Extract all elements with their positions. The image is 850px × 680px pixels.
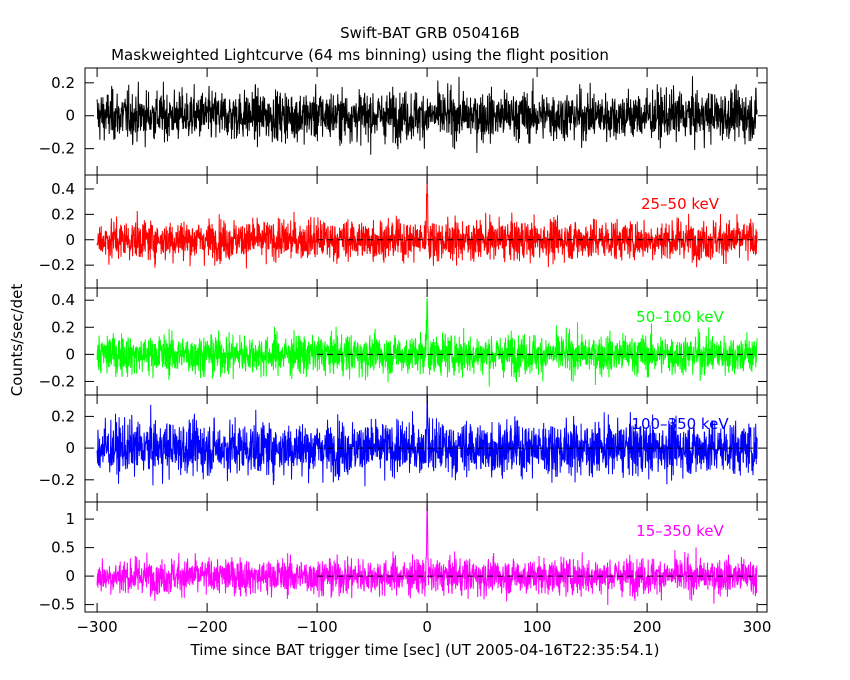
panel-label: 100–350 keV bbox=[631, 415, 729, 433]
x-tick-label: 200 bbox=[633, 618, 662, 636]
data-trace bbox=[96, 76, 758, 155]
panel-2: 25–50 keV −0.2 0 0.2 0.4 bbox=[39, 174, 768, 289]
y-tick-label: 1 bbox=[65, 510, 75, 528]
y-tick-label: −0.5 bbox=[39, 596, 75, 614]
chart-title: Swift-BAT GRB 050416B bbox=[340, 24, 520, 42]
x-tick-label: 0 bbox=[422, 618, 432, 636]
data-trace bbox=[96, 395, 758, 487]
y-tick-label: 0.5 bbox=[51, 539, 75, 557]
y-tick-label: 0.4 bbox=[51, 180, 75, 198]
panel-label: 50–100 keV bbox=[636, 308, 724, 326]
y-tick-label: −0.2 bbox=[39, 372, 75, 390]
y-tick-label: −0.2 bbox=[39, 471, 75, 489]
y-tick-label: 0.2 bbox=[51, 74, 75, 92]
y-axis-label: Counts/sec/det bbox=[8, 284, 26, 397]
panel-5: 15–350 keV −0.5 0 0.5 1 −300 −200 −100 0 100 200 30… bbox=[39, 501, 772, 636]
chart-subtitle: Maskweighted Lightcurve (64 ms binning) … bbox=[111, 46, 609, 64]
panel-3: 50–100 keV −0.2 0 0.2 0.4 bbox=[39, 287, 768, 396]
y-tick-label: 0 bbox=[65, 107, 75, 125]
y-tick-label: 0 bbox=[65, 567, 75, 585]
x-tick-label: −300 bbox=[76, 618, 117, 636]
y-tick-label: 0.2 bbox=[51, 205, 75, 223]
y-tick-label: 0.2 bbox=[51, 318, 75, 336]
panel-1: −0.2 0 0.2 bbox=[39, 67, 768, 176]
y-tick-label: 0 bbox=[65, 345, 75, 363]
y-tick-label: −0.2 bbox=[39, 256, 75, 274]
data-trace bbox=[96, 502, 758, 605]
panel-frame bbox=[84, 501, 768, 613]
panel-label: 25–50 keV bbox=[641, 195, 720, 213]
panel-4: 100–350 keV −0.2 0 0.2 bbox=[39, 394, 768, 503]
y-tick-label: 0.4 bbox=[51, 291, 75, 309]
data-trace bbox=[96, 175, 758, 269]
x-tick-label: 100 bbox=[523, 618, 552, 636]
y-tick-label: −0.2 bbox=[39, 140, 75, 158]
x-tick-label: −100 bbox=[296, 618, 337, 636]
y-tick-label: 0.2 bbox=[51, 407, 75, 425]
panel-label: 15–350 keV bbox=[636, 522, 724, 540]
x-tick-label: −200 bbox=[186, 618, 227, 636]
y-tick-label: 0 bbox=[65, 439, 75, 457]
data-trace bbox=[96, 298, 758, 387]
y-tick-label: 0 bbox=[65, 231, 75, 249]
x-axis-label: Time since BAT trigger time [sec] (UT 20… bbox=[190, 641, 660, 659]
x-tick-label: 300 bbox=[743, 618, 772, 636]
